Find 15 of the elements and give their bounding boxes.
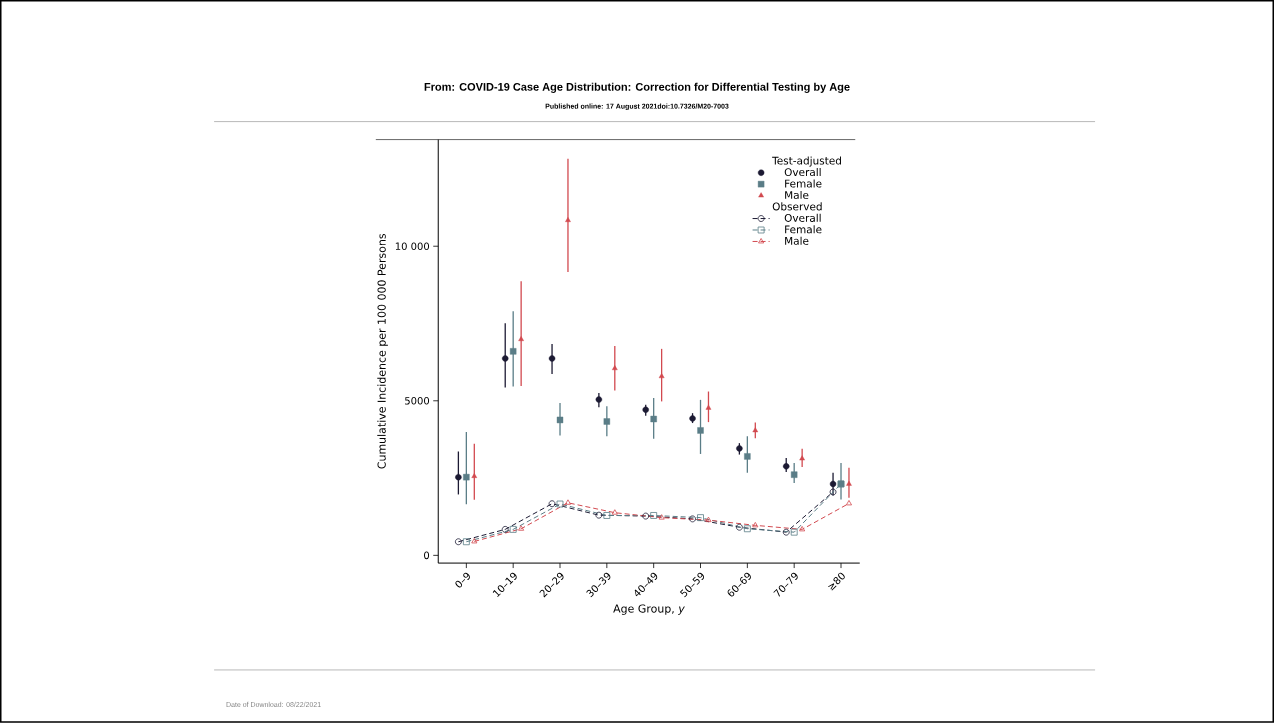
x-axis-title: Age Group, y	[613, 604, 685, 615]
legend-label: Male	[785, 236, 809, 246]
chart-title: From: COVID-19 Case Age Distribution: Correction for Differential Testing by Age	[424, 82, 850, 94]
x-tick-label: 0–9	[455, 572, 470, 588]
y-tick-label: 5000	[405, 397, 430, 405]
legend-label: Male	[785, 191, 809, 200]
y-tick-label: 0	[424, 551, 430, 560]
legend-label: Female	[785, 225, 822, 234]
legend-label: Overall	[784, 168, 821, 177]
annotation: Test-adjusted	[772, 156, 841, 167]
annotation: Observed	[772, 202, 822, 211]
y-tick-label: 10 000	[395, 242, 430, 251]
legend-label: Female	[785, 179, 822, 188]
legend-label: Overall	[784, 213, 821, 223]
y-axis-title: Cumulative Incidence per 100 000 Persons	[377, 234, 388, 469]
